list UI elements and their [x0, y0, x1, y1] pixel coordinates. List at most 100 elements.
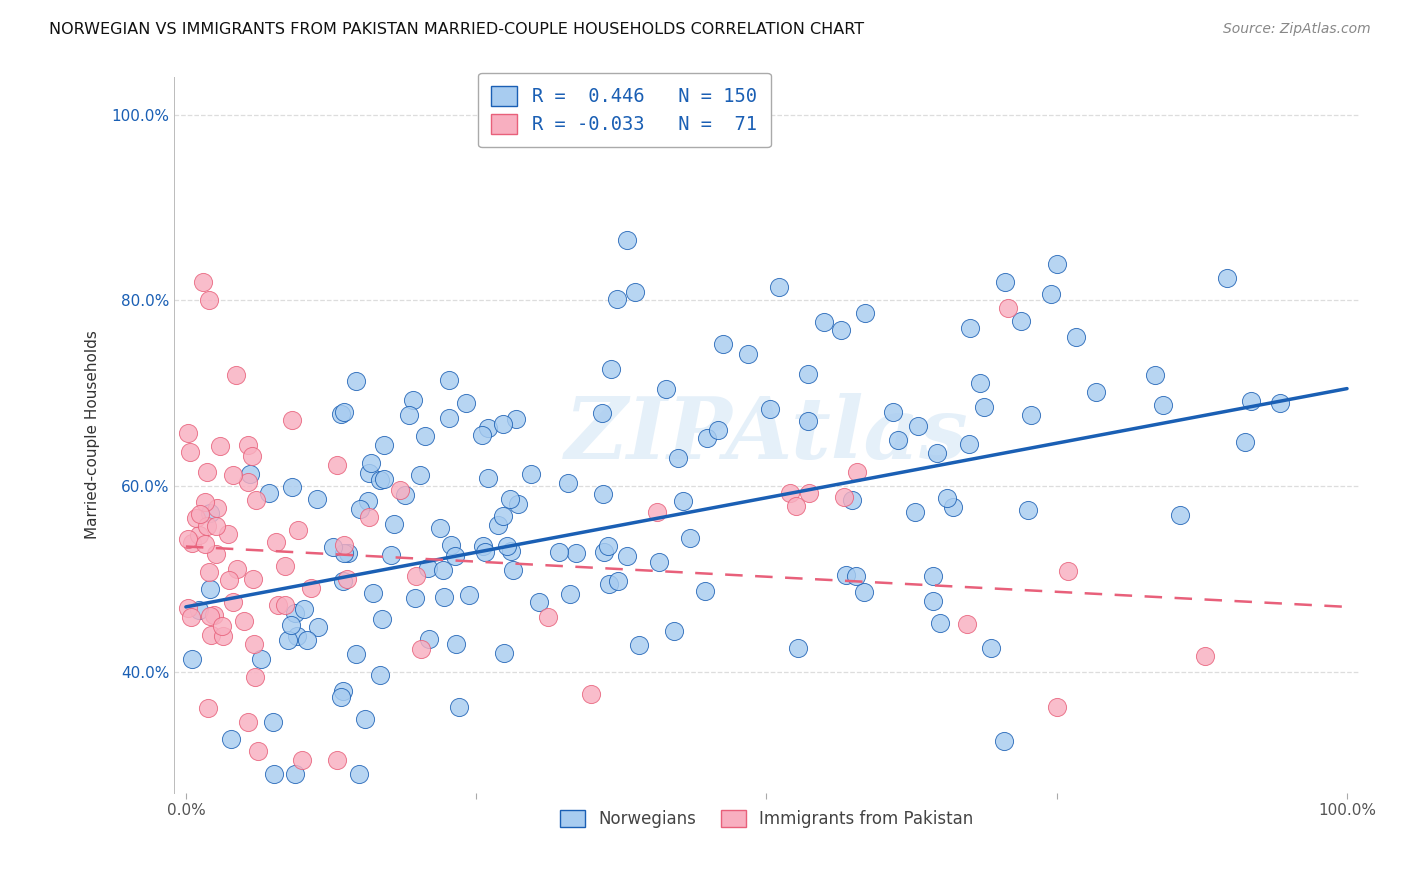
Point: [921, 594, 943, 608]
Text: ZIPAtlas: ZIPAtlas: [565, 393, 969, 477]
Point: [349, 502, 371, 516]
Point: [1085, 385, 1108, 400]
Point: [758, 402, 780, 417]
Point: [592, 486, 614, 500]
Point: [1010, 314, 1032, 328]
Point: [695, 583, 717, 598]
Point: [458, 588, 481, 602]
Point: [209, 439, 232, 453]
Point: [506, 497, 529, 511]
Point: [243, 670, 266, 684]
Point: [245, 492, 267, 507]
Point: [797, 367, 820, 381]
Point: [194, 537, 217, 551]
Point: [179, 445, 201, 459]
Point: [957, 437, 980, 451]
Point: [1152, 398, 1174, 412]
Point: [382, 516, 405, 531]
Point: [907, 419, 929, 434]
Point: [832, 490, 855, 504]
Point: [240, 449, 263, 463]
Point: [429, 521, 451, 535]
Point: [398, 408, 420, 422]
Point: [1143, 368, 1166, 383]
Point: [353, 712, 375, 726]
Point: [1017, 502, 1039, 516]
Point: [623, 285, 645, 300]
Point: [443, 549, 465, 563]
Point: [284, 767, 307, 781]
Point: [927, 446, 949, 460]
Point: [371, 612, 394, 626]
Point: [495, 539, 517, 553]
Point: [264, 534, 287, 549]
Point: [194, 495, 217, 509]
Point: [221, 595, 243, 609]
Point: [274, 559, 297, 574]
Point: [198, 582, 221, 596]
Point: [184, 510, 207, 524]
Point: [942, 500, 965, 514]
Point: [257, 486, 280, 500]
Point: [882, 405, 904, 419]
Point: [299, 581, 322, 595]
Point: [502, 563, 524, 577]
Point: [292, 602, 315, 616]
Point: [197, 701, 219, 715]
Point: [558, 587, 581, 601]
Point: [432, 590, 454, 604]
Point: [841, 493, 863, 508]
Point: [336, 572, 359, 586]
Point: [492, 509, 515, 524]
Point: [236, 475, 259, 489]
Point: [368, 668, 391, 682]
Point: [969, 376, 991, 390]
Point: [471, 539, 494, 553]
Point: [1019, 408, 1042, 422]
Point: [655, 382, 678, 396]
Point: [349, 767, 371, 781]
Point: [499, 491, 522, 506]
Point: [360, 456, 382, 470]
Point: [959, 321, 981, 335]
Point: [662, 624, 685, 638]
Point: [439, 411, 461, 425]
Point: [922, 569, 945, 583]
Point: [666, 451, 689, 466]
Point: [1057, 564, 1080, 578]
Point: [997, 301, 1019, 315]
Point: [627, 638, 650, 652]
Point: [1064, 330, 1087, 344]
Point: [1216, 271, 1239, 285]
Point: [236, 714, 259, 729]
Text: NORWEGIAN VS IMMIGRANTS FROM PAKISTAN MARRIED-COUPLE HOUSEHOLDS CORRELATION CHAR: NORWEGIAN VS IMMIGRANTS FROM PAKISTAN MA…: [49, 22, 865, 37]
Point: [322, 540, 344, 554]
Point: [956, 617, 979, 632]
Point: [1240, 393, 1263, 408]
Point: [373, 472, 395, 486]
Point: [599, 361, 621, 376]
Legend: Norwegians, Immigrants from Pakistan: Norwegians, Immigrants from Pakistan: [553, 803, 980, 834]
Point: [329, 407, 352, 421]
Point: [380, 549, 402, 563]
Point: [249, 651, 271, 665]
Point: [188, 528, 211, 542]
Point: [598, 576, 620, 591]
Point: [181, 536, 204, 550]
Point: [936, 491, 959, 505]
Point: [477, 421, 499, 435]
Point: [262, 714, 284, 729]
Point: [616, 549, 638, 563]
Point: [336, 546, 359, 560]
Point: [389, 483, 412, 497]
Point: [707, 424, 730, 438]
Point: [243, 637, 266, 651]
Point: [195, 518, 218, 533]
Point: [198, 293, 221, 308]
Point: [356, 494, 378, 508]
Point: [177, 533, 200, 547]
Point: [529, 594, 551, 608]
Point: [368, 473, 391, 487]
Point: [678, 531, 700, 545]
Point: [181, 652, 204, 666]
